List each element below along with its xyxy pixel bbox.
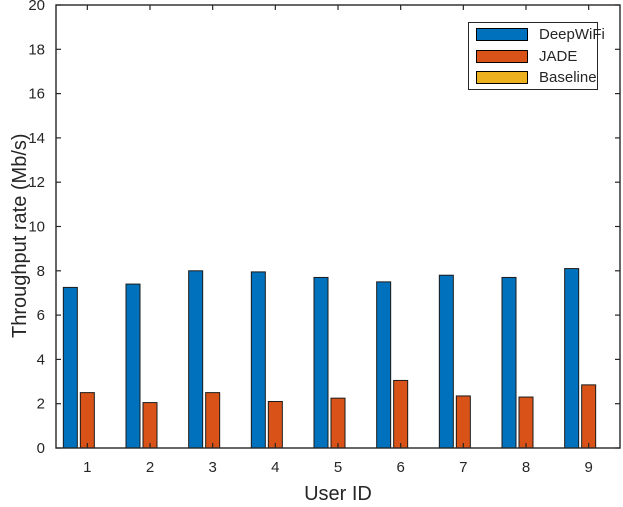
legend-swatch-deepwifi (476, 28, 528, 41)
x-tick-label: 4 (271, 459, 279, 476)
legend-item-baseline: Baseline (476, 68, 597, 88)
legend-swatch-jade (476, 49, 528, 63)
y-axis-label: Throughput rate (Mb/s) (9, 133, 31, 338)
x-tick-label: 5 (334, 459, 342, 476)
y-tick-label: 20 (28, 0, 45, 14)
y-tick-label: 16 (28, 86, 45, 103)
legend: DeepWiFi JADE Baseline (468, 22, 605, 90)
legend-swatch-baseline (476, 71, 528, 84)
x-tick-label: 9 (584, 459, 592, 476)
x-tick-label: 3 (208, 459, 216, 476)
bar-deepwifi-user5 (313, 276, 329, 449)
bar-jade-user5 (330, 397, 346, 449)
y-tick-label: 14 (28, 130, 45, 147)
bar-deepwifi-user4 (250, 271, 266, 449)
x-tick-label: 8 (522, 459, 530, 476)
bar-jade-user8 (518, 396, 534, 449)
y-tick-label: 0 (37, 440, 45, 457)
legend-item-deepwifi: DeepWiFi (476, 25, 605, 45)
bar-jade-user7 (455, 395, 471, 449)
y-tick-label: 2 (37, 396, 45, 413)
bar-jade-user3 (205, 392, 221, 449)
bar-jade-user6 (393, 379, 409, 449)
bar-deepwifi-user8 (501, 276, 517, 449)
x-tick-label: 7 (459, 459, 467, 476)
bar-deepwifi-user3 (188, 270, 204, 449)
legend-label-deepwifi: DeepWiFi (539, 26, 605, 43)
y-tick-label: 10 (28, 219, 45, 236)
bar-jade-user1 (79, 392, 95, 449)
legend-item-jade: JADE (476, 46, 597, 66)
bar-deepwifi-user9 (564, 268, 580, 449)
legend-label-jade: JADE (539, 47, 578, 65)
y-tick-label: 4 (37, 351, 45, 368)
bar-deepwifi-user6 (376, 281, 392, 449)
bar-deepwifi-user1 (62, 286, 78, 449)
x-tick-label: 1 (83, 459, 91, 476)
y-tick-label: 8 (37, 263, 45, 280)
y-tick-label: 18 (28, 41, 45, 58)
bar-jade-user2 (142, 402, 158, 449)
x-tick-label: 6 (396, 459, 404, 476)
x-axis-label: User ID (304, 483, 372, 505)
bar-deepwifi-user7 (438, 274, 454, 449)
bar-jade-user4 (267, 400, 283, 449)
bar-jade-user9 (581, 384, 597, 449)
bar-deepwifi-user2 (125, 283, 141, 449)
y-tick-label: 12 (28, 174, 45, 191)
x-tick-label: 2 (146, 459, 154, 476)
y-tick-label: 6 (37, 307, 45, 324)
legend-label-baseline: Baseline (539, 69, 597, 86)
axes-box (55, 4, 621, 449)
